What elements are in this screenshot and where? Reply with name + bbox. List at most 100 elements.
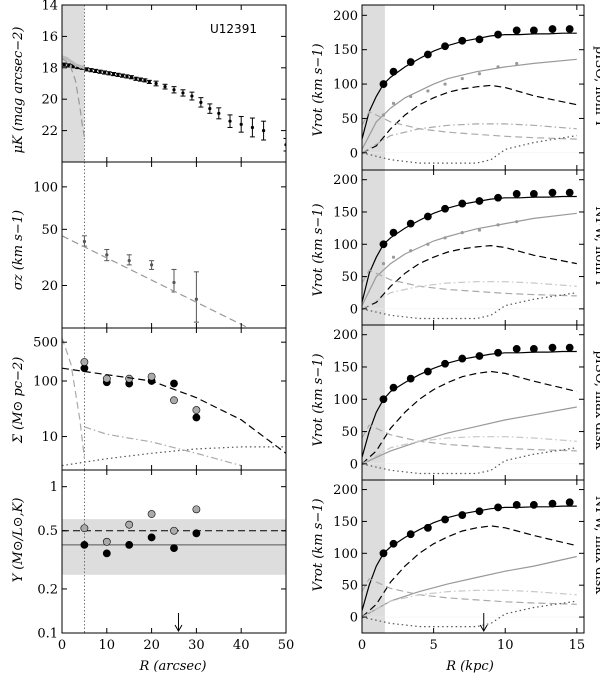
data-point bbox=[62, 63, 66, 67]
data-point bbox=[80, 358, 89, 366]
series-line bbox=[362, 58, 577, 150]
panel-rotation-curve-nfw-nom: Vrot (km s−1) NFW, nom Υ* 0 50 100 150 200 bbox=[311, 169, 600, 326]
series-line bbox=[362, 436, 577, 465]
ylabel-Upsilon: Υ (M⊙/L⊙,K) bbox=[11, 498, 26, 583]
y-tick-label: 10 bbox=[41, 430, 58, 445]
data-point bbox=[80, 541, 89, 549]
y-tick-label: 150 bbox=[333, 515, 358, 530]
y-tick-label: 0.5 bbox=[37, 524, 58, 539]
data-point bbox=[102, 549, 111, 558]
data-point bbox=[228, 119, 232, 123]
inner-region-shade bbox=[362, 5, 385, 170]
y-tick-label: 200 bbox=[333, 483, 358, 498]
model-label-rc4: NFW, max disk bbox=[592, 496, 600, 594]
y-tick-label: 22 bbox=[41, 124, 58, 139]
data-point bbox=[512, 189, 521, 198]
data-point bbox=[170, 396, 178, 405]
data-point bbox=[170, 526, 178, 535]
data-point bbox=[192, 413, 201, 422]
x-tick-label: 0 bbox=[58, 638, 66, 653]
data-point bbox=[147, 80, 151, 84]
plot-area-rc4 bbox=[362, 480, 584, 633]
panel-surface-density: Σ (M⊙ pc−2) 10 100 500 bbox=[11, 327, 287, 471]
y-tick-label: 150 bbox=[333, 43, 358, 58]
y-tick-label: 500 bbox=[33, 336, 58, 351]
series-line bbox=[362, 195, 577, 303]
y-tick-label: 16 bbox=[41, 30, 58, 45]
data-point bbox=[125, 74, 129, 79]
data-point bbox=[82, 239, 86, 244]
x-tick-label: 10 bbox=[497, 638, 514, 653]
data-point bbox=[529, 344, 538, 353]
panel-surface-brightness: U12391 μK (mag arcsec−2) 14 16 18 20 22 bbox=[11, 0, 287, 163]
ylabel-rc2: Vrot (km s−1) bbox=[311, 203, 326, 296]
series-line bbox=[362, 292, 577, 320]
data-point bbox=[190, 94, 194, 98]
plot-area-Sigma bbox=[62, 328, 286, 470]
data-point bbox=[172, 88, 176, 92]
series-line bbox=[362, 269, 577, 297]
data-point bbox=[94, 69, 98, 73]
y-tick-label: 200 bbox=[333, 9, 358, 24]
y-tick-label: 0 bbox=[350, 146, 358, 161]
data-point bbox=[565, 343, 574, 352]
series-line bbox=[362, 32, 577, 140]
series-line bbox=[62, 446, 286, 467]
data-point bbox=[477, 72, 482, 76]
plot-area-rc3 bbox=[362, 325, 584, 480]
data-point bbox=[147, 510, 156, 518]
series-line bbox=[62, 367, 286, 454]
data-point bbox=[111, 72, 116, 76]
y-tick-label: 0 bbox=[350, 302, 358, 317]
y-tick-label: 50 bbox=[41, 223, 58, 238]
plot-frame bbox=[61, 469, 287, 634]
data-point bbox=[147, 533, 156, 542]
data-point bbox=[381, 262, 386, 266]
series-line bbox=[362, 110, 577, 140]
data-point bbox=[120, 74, 125, 78]
plot-area-rc2 bbox=[362, 170, 584, 325]
series-line bbox=[362, 525, 577, 618]
data-point bbox=[172, 280, 176, 285]
data-point bbox=[194, 297, 198, 301]
panel-rotation-curve-piso-nom: Vrot (km s−1) pISO, nom Υ* 0 50 100 150 200 bbox=[311, 4, 600, 171]
series-line bbox=[362, 350, 577, 458]
data-point bbox=[512, 26, 521, 35]
xlabel-kpc: R (kpc) bbox=[445, 659, 494, 674]
panel-velocity-dispersion: σz (km s−1) 20 50 100 bbox=[11, 161, 287, 329]
inner-region-shade bbox=[362, 170, 385, 325]
series-line bbox=[362, 505, 577, 611]
plot-frame bbox=[361, 479, 585, 634]
panel-rotation-curve-nfw-max: Vrot (km s−1) NFW, max disk R (kpc) 0501… bbox=[311, 479, 600, 674]
y-tick-label: 100 bbox=[333, 393, 358, 408]
y-tick-label: 1 bbox=[50, 480, 58, 495]
series-line bbox=[62, 337, 85, 459]
data-point bbox=[475, 35, 484, 44]
data-point bbox=[548, 25, 557, 33]
data-point bbox=[389, 67, 398, 76]
data-point bbox=[529, 26, 538, 35]
data-point bbox=[529, 189, 538, 198]
xlabel-arcsec: R (arcsec) bbox=[139, 659, 207, 674]
data-point bbox=[192, 406, 201, 414]
data-point bbox=[262, 129, 266, 133]
data-point bbox=[85, 67, 89, 71]
data-point bbox=[192, 505, 201, 514]
y-tick-label: 50 bbox=[341, 579, 358, 594]
series-line bbox=[362, 406, 577, 465]
y-tick-label: 200 bbox=[333, 328, 358, 343]
data-point bbox=[512, 500, 521, 509]
data-point bbox=[426, 89, 430, 93]
arrow-head bbox=[174, 624, 183, 632]
ylabel-rc1: Vrot (km s−1) bbox=[311, 43, 326, 136]
x-tick-label: 15 bbox=[569, 638, 586, 653]
data-point bbox=[134, 77, 138, 81]
plot-area-Upsilon bbox=[62, 470, 286, 633]
y-tick-label: 100 bbox=[33, 180, 58, 195]
y-tick-label: 20 bbox=[41, 279, 58, 294]
data-point bbox=[138, 77, 142, 82]
galaxy-label: U12391 bbox=[210, 22, 257, 36]
data-point bbox=[192, 529, 201, 538]
series-line bbox=[362, 447, 577, 475]
